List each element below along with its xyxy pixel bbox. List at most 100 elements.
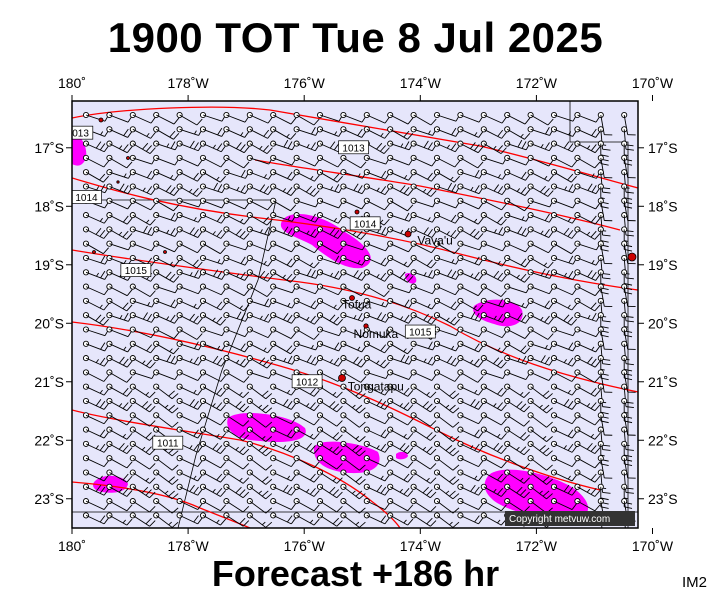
wind-barb bbox=[82, 426, 110, 439]
wind-barb bbox=[410, 169, 437, 182]
wind-barb bbox=[410, 240, 437, 254]
wind-barb bbox=[223, 212, 250, 225]
wind-barb bbox=[199, 512, 227, 526]
wind-barb bbox=[293, 440, 320, 454]
wind-barb bbox=[176, 512, 203, 525]
wind-barb bbox=[340, 340, 367, 353]
wind-barb bbox=[597, 111, 613, 136]
wind-barb bbox=[480, 212, 507, 226]
wind-barb bbox=[480, 383, 507, 397]
wind-barb bbox=[340, 326, 367, 338]
wind-barb bbox=[387, 383, 414, 397]
wind-barb bbox=[293, 469, 320, 483]
wind-barb bbox=[363, 283, 390, 297]
wind-barb bbox=[480, 283, 507, 297]
wind-barb bbox=[246, 412, 273, 428]
wind-barb bbox=[480, 140, 507, 154]
wind-barb bbox=[410, 340, 437, 351]
wind-barb bbox=[153, 197, 180, 212]
wind-barb bbox=[433, 297, 461, 311]
wind-barb bbox=[410, 126, 437, 136]
wind-barb bbox=[106, 355, 133, 368]
wind-barb bbox=[153, 483, 179, 500]
wind-barb bbox=[153, 455, 179, 471]
wind-barb bbox=[153, 512, 179, 528]
wind-barb bbox=[199, 212, 227, 224]
wind-barb bbox=[550, 483, 578, 496]
wind-barb bbox=[410, 498, 437, 513]
wind-barb bbox=[223, 412, 250, 427]
lon-tick-label: 174˚W bbox=[400, 75, 442, 91]
wind-barb bbox=[106, 240, 133, 251]
wind-barb bbox=[574, 212, 601, 225]
wind-barb bbox=[106, 412, 133, 426]
wind-barb bbox=[106, 140, 133, 154]
wind-barb bbox=[363, 483, 391, 496]
wind-barb bbox=[316, 312, 343, 326]
wind-barb bbox=[574, 126, 601, 138]
wind-barb bbox=[246, 240, 274, 252]
lat-tick-label: 19˚S bbox=[34, 257, 64, 273]
wind-barb bbox=[176, 326, 203, 340]
wind-barb bbox=[527, 254, 554, 269]
lat-tick-label: 20˚S bbox=[648, 315, 678, 331]
wind-barb bbox=[550, 469, 578, 482]
wind-barb bbox=[340, 483, 366, 500]
wind-barb bbox=[106, 383, 133, 397]
wind-barb bbox=[410, 140, 437, 152]
wind-barb bbox=[129, 426, 156, 441]
wind-barb bbox=[504, 412, 530, 427]
wind-barb bbox=[550, 140, 578, 153]
wind-barb bbox=[597, 154, 613, 179]
wind-barb bbox=[199, 269, 227, 280]
wind-barb bbox=[246, 355, 273, 369]
wind-barb bbox=[457, 469, 484, 482]
wind-barb bbox=[199, 254, 227, 265]
wind-barb bbox=[316, 426, 343, 441]
wind-barb bbox=[246, 183, 274, 196]
wind-barb bbox=[621, 369, 636, 393]
isobar-line bbox=[72, 409, 401, 528]
wind-barb bbox=[363, 197, 390, 211]
wind-barb bbox=[363, 412, 391, 425]
wind-barb bbox=[504, 183, 531, 196]
wind-barb bbox=[387, 111, 414, 125]
wind-barb bbox=[433, 269, 461, 280]
lon-tick-label: 174˚W bbox=[400, 538, 442, 554]
svg-text:1011: 1011 bbox=[157, 439, 179, 450]
wind-barb bbox=[129, 183, 157, 196]
wind-barb bbox=[410, 426, 437, 441]
wind-barb bbox=[199, 111, 227, 122]
wind-barb bbox=[504, 469, 530, 484]
wind-barb bbox=[293, 312, 320, 325]
wind-barb bbox=[433, 512, 460, 528]
wind-barb bbox=[153, 240, 180, 253]
wind-barb bbox=[199, 397, 227, 412]
wind-barb bbox=[246, 483, 273, 500]
wind-barb bbox=[621, 412, 636, 436]
wind-barb bbox=[106, 397, 133, 412]
wind-barb bbox=[574, 154, 601, 169]
wind-barb bbox=[457, 226, 484, 240]
precipitation-area bbox=[280, 214, 371, 269]
wind-barb bbox=[82, 312, 109, 326]
wind-barb bbox=[457, 412, 484, 425]
svg-text:1015: 1015 bbox=[409, 328, 432, 339]
wind-barb bbox=[270, 498, 297, 510]
wind-barb bbox=[246, 498, 273, 514]
lat-tick-label: 22˚S bbox=[648, 432, 678, 448]
island-marker bbox=[349, 295, 355, 301]
wind-barb bbox=[153, 297, 180, 309]
lon-tick-label: 172˚W bbox=[516, 75, 558, 91]
wind-barb bbox=[153, 383, 179, 400]
wind-barb bbox=[457, 254, 484, 266]
wind-barb bbox=[527, 383, 553, 400]
wind-barb bbox=[340, 183, 367, 195]
wind-barb bbox=[621, 183, 633, 209]
wind-barb bbox=[82, 412, 110, 425]
wind-barb bbox=[387, 498, 414, 512]
wind-barb bbox=[363, 455, 391, 468]
wind-barb bbox=[480, 397, 507, 412]
wind-barb bbox=[480, 297, 508, 308]
wind-barb bbox=[504, 197, 531, 212]
